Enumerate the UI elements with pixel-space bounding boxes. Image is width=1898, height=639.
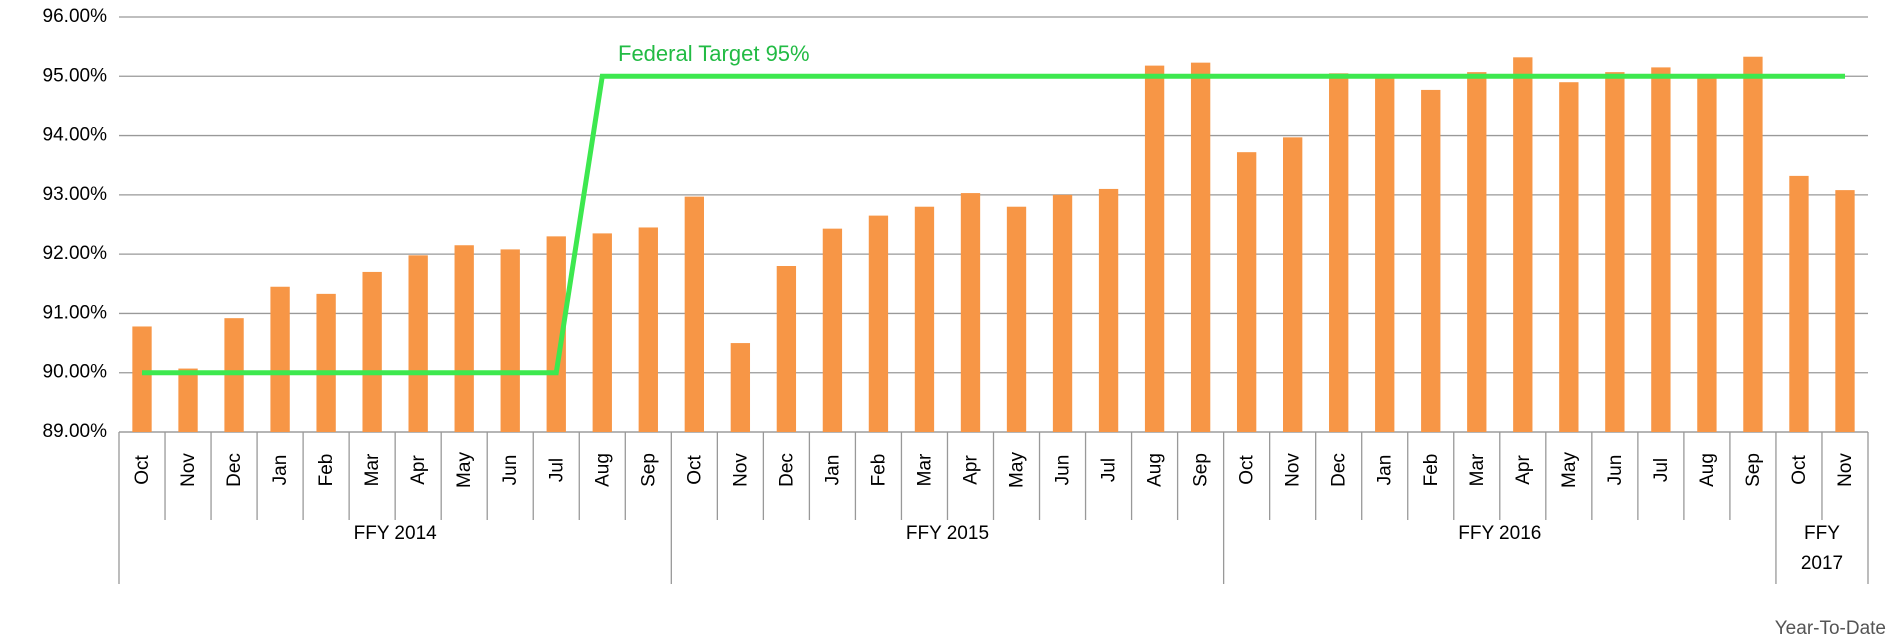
x-tick-label: Jun [1605,455,1626,486]
y-tick-label: 90.00% [43,362,108,383]
bar [822,228,843,432]
bar [1421,89,1441,433]
bar [362,271,382,432]
bar [638,227,658,432]
x-tick-label: May [1007,452,1028,488]
x-tick-label: Nov [1835,453,1856,487]
bar [1513,57,1533,433]
x-tick-label: Jan [270,455,291,486]
bar [592,233,612,432]
bar [1467,72,1487,432]
y-tick-label: 89.00% [43,421,108,442]
bar [1329,73,1349,433]
footnote: Year-To-Date [1775,618,1886,639]
x-tick-label: Oct [132,455,153,485]
x-tick-label: Aug [1145,453,1166,487]
x-tick-label: Jun [1053,455,1074,486]
x-tick-label: Jan [1375,455,1396,486]
bar [1559,82,1579,432]
x-tick-label: Oct [1237,455,1258,485]
x-tick-label: Jul [1651,458,1672,482]
bar [1697,76,1717,433]
bar [1052,194,1073,432]
x-tick-label: Oct [684,455,705,485]
x-tick-label: Dec [1329,453,1350,487]
bar [730,343,751,432]
bar [1236,152,1257,432]
x-tick-label: Feb [316,454,337,487]
bar [132,326,152,432]
x-tick-label: Apr [1513,455,1534,485]
x-tick-label: Jul [546,458,567,482]
x-tick-label: Jun [500,455,521,486]
bar [914,206,935,432]
x-tick-label: Mar [914,453,935,486]
bar [1283,137,1303,432]
bar [408,255,428,432]
y-tick-label: 93.00% [43,184,108,205]
bar [454,245,474,432]
bar [1743,56,1763,432]
bar [1605,72,1625,432]
bar [1006,206,1027,432]
x-tick-label: Dec [224,453,245,487]
x-tick-label: Sep [638,453,659,487]
bar [684,196,704,432]
x-tick-label: Jul [1099,458,1120,482]
x-tick-label: Nov [730,453,751,487]
x-tick-label: Aug [1697,453,1718,487]
x-tick-label: Jan [822,455,843,486]
y-tick-label: 94.00% [43,125,108,146]
y-tick-label: 95.00% [43,65,108,86]
bar [960,193,981,432]
bar [546,236,566,432]
annotation: Federal Target 95% [618,41,810,66]
x-tick-label: Oct [1789,455,1810,485]
bar [1651,67,1671,433]
group-label: FFY 2017 [1800,523,1844,574]
x-tick-label: Mar [1467,453,1488,486]
bar [1190,62,1211,433]
x-tick-label: Sep [1191,453,1212,487]
y-tick-label: 92.00% [43,243,108,264]
x-tick-label: Dec [776,453,797,487]
bar [1789,175,1809,432]
x-tick-label: May [454,452,475,488]
group-label: FFY 2014 [353,523,437,544]
group-label: FFY 2015 [905,523,990,544]
x-tick-label: Feb [868,454,889,487]
bar [316,293,336,432]
bar [1375,76,1395,433]
group-label: FFY 2016 [1458,523,1542,544]
bar [178,368,198,432]
bar [776,266,797,432]
x-tick-label: Mar [362,453,383,486]
x-tick-label: Nov [178,453,199,487]
x-tick-label: Feb [1421,454,1442,487]
y-tick-label: 96.00% [43,6,108,27]
x-tick-label: Aug [592,453,613,487]
x-tick-label: Apr [961,455,982,485]
x-tick-label: Nov [1283,453,1304,487]
x-tick-label: Apr [408,455,429,485]
bar [500,249,520,432]
bar [1098,188,1119,432]
bar [270,286,290,432]
y-tick-label: 91.00% [43,302,108,323]
x-tick-label: May [1559,452,1580,488]
x-tick-label: Sep [1743,453,1764,487]
target-line [142,73,1845,376]
bar [1835,190,1855,432]
bar [1144,65,1165,432]
bar [868,215,889,432]
